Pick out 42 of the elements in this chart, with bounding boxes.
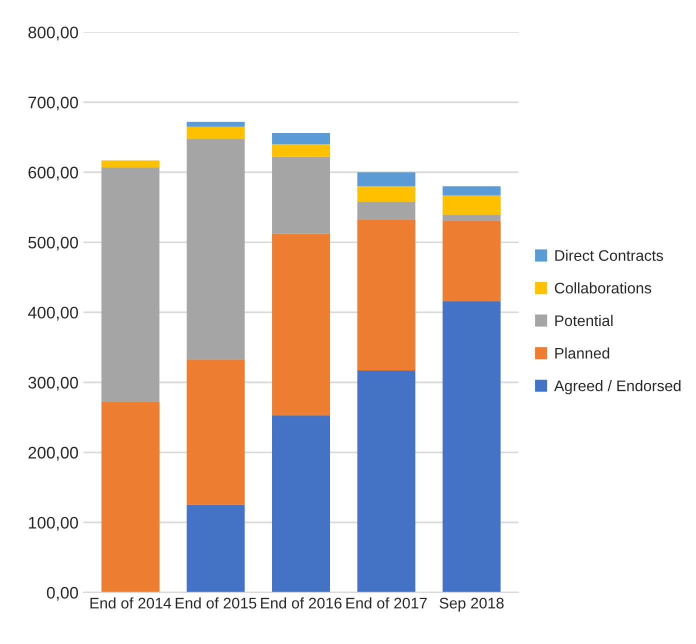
legend-label: Direct Contracts	[555, 250, 664, 261]
bar	[442, 301, 501, 592]
bar	[442, 186, 501, 196]
bar	[357, 202, 416, 220]
y-tick-label: 500,00	[28, 236, 78, 250]
y-tick-label: 800,00	[28, 26, 78, 40]
y-tick-label: 400,00	[28, 306, 78, 321]
y-tick-label: 600,00	[28, 166, 78, 180]
bar	[442, 220, 501, 302]
x-tick-label: End of 2016	[261, 597, 342, 609]
y-tick-label: 700,00	[28, 96, 78, 110]
x-tick-label: Sep 2018	[440, 598, 504, 612]
x-tick-label: End of 2017	[346, 597, 427, 609]
x-tick-label: End of 2015	[176, 597, 256, 609]
y-tick-label: 300,00	[28, 376, 78, 391]
bar	[357, 172, 416, 186]
bar	[272, 133, 330, 144]
bar	[272, 144, 330, 157]
legend-label: Potential	[555, 314, 613, 326]
bar	[186, 122, 245, 127]
bar	[101, 402, 160, 592]
bar	[357, 186, 416, 202]
legend-label: Collaborations	[554, 282, 652, 294]
bar	[186, 359, 245, 505]
y-tick-label: 0,00	[46, 586, 78, 601]
bar	[101, 167, 160, 402]
bar	[186, 126, 245, 139]
bar	[101, 160, 160, 168]
bar	[442, 214, 501, 221]
bar	[357, 370, 416, 592]
bar	[357, 219, 416, 370]
y-tick-label: 200,00	[28, 446, 78, 461]
x-tick-label: End of 2014	[90, 597, 172, 609]
bar	[272, 415, 330, 592]
bar	[272, 234, 330, 416]
bar	[442, 195, 501, 215]
y-tick-label: 100,00	[28, 516, 78, 531]
bar	[186, 504, 245, 592]
legend-label: Planned	[555, 347, 610, 359]
bar	[272, 156, 330, 234]
legend-label: Agreed / Endorsed	[554, 380, 680, 394]
bar	[186, 138, 245, 360]
